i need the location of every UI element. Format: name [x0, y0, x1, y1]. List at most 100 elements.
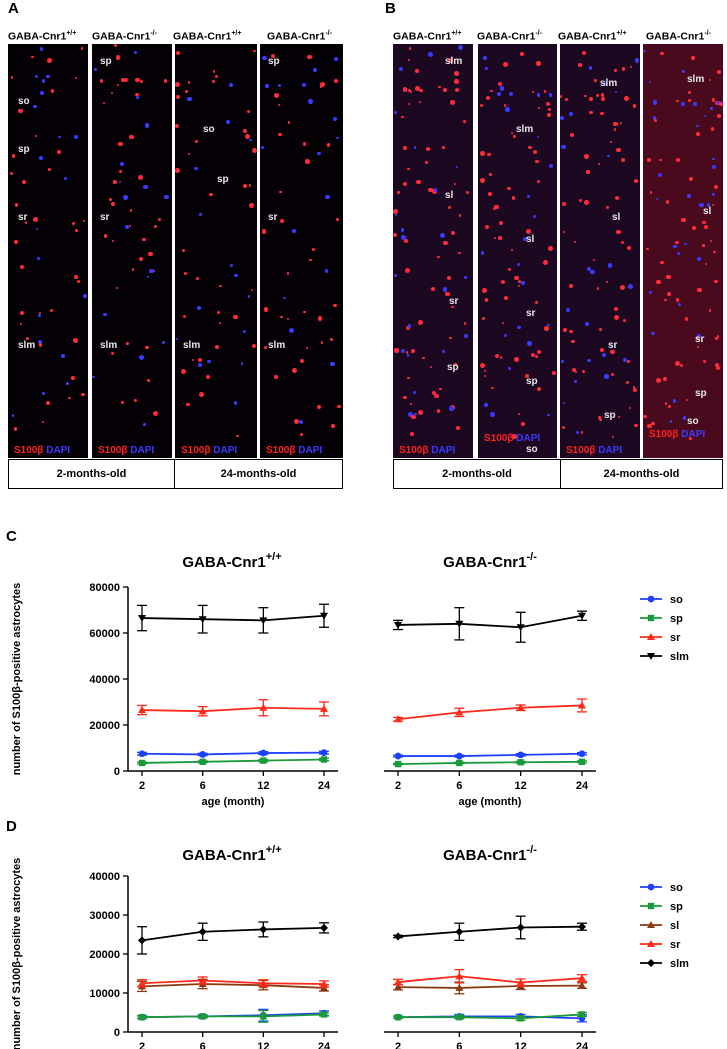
cell-dot	[450, 100, 455, 106]
cell-dot	[714, 279, 718, 284]
cell-dot	[682, 69, 686, 73]
cell-dot	[574, 371, 577, 374]
cell-dot	[503, 104, 507, 107]
cell-dot	[403, 146, 407, 150]
cell-dot	[49, 308, 54, 312]
series-line-slm	[141, 926, 325, 942]
cell-dot	[484, 224, 489, 229]
cell-dot	[40, 91, 44, 95]
y-tick-label: 30000	[89, 910, 120, 922]
cell-dot	[613, 306, 619, 311]
cell-dot	[37, 339, 42, 344]
cell-dot	[243, 129, 248, 134]
y-tick-label: 40000	[89, 674, 120, 686]
cell-dot	[622, 318, 627, 322]
cell-dot	[279, 190, 283, 194]
cell-dot	[41, 420, 45, 423]
cell-dot	[9, 171, 14, 176]
cell-dot	[485, 66, 489, 70]
cell-dot	[634, 58, 640, 63]
cell-dot	[449, 406, 454, 411]
cell-dot	[10, 76, 14, 79]
data-point	[455, 972, 464, 980]
cell-dot	[205, 375, 210, 380]
cell-dot	[143, 184, 148, 190]
cell-dot	[613, 315, 619, 321]
cell-dot	[588, 66, 592, 70]
cell-dot	[627, 283, 633, 289]
cell-dot	[684, 317, 689, 322]
layer-label: sp	[268, 56, 280, 67]
cell-dot	[526, 229, 532, 235]
cell-dot	[404, 268, 410, 274]
cell-dot	[685, 398, 689, 402]
cell-dot	[667, 405, 671, 409]
cell-dot	[299, 358, 305, 364]
cell-dot	[248, 184, 252, 188]
cell-dot	[445, 291, 450, 297]
cell-dot	[71, 376, 75, 380]
cell-dot	[409, 432, 414, 436]
cell-dot	[199, 213, 202, 216]
cell-dot	[491, 386, 494, 390]
cell-dot	[613, 121, 619, 127]
cell-dot	[304, 159, 310, 164]
cell-dot	[517, 326, 521, 330]
cell-dot	[81, 393, 85, 397]
data-point	[394, 1013, 402, 1021]
cell-dot	[209, 193, 213, 197]
cell-dot	[395, 213, 398, 216]
cell-dot	[632, 104, 637, 108]
x-axis-label: age (month)	[459, 796, 522, 808]
cell-dot	[229, 264, 233, 268]
cell-dot	[484, 298, 489, 302]
cell-dot	[530, 352, 536, 358]
cell-dot	[511, 196, 516, 200]
cell-dot	[302, 310, 306, 314]
cell-dot	[456, 165, 459, 168]
cell-dot	[18, 108, 23, 114]
cell-dot	[534, 300, 539, 305]
cell-dot	[35, 134, 38, 137]
cell-dot	[307, 54, 312, 60]
cell-dot	[497, 81, 502, 86]
micrograph-b-ko-24m: slm sl sr sp so S100β DAPI	[643, 44, 723, 458]
cell-dot	[181, 369, 187, 375]
cell-dot	[463, 322, 467, 325]
cell-dot	[497, 236, 502, 240]
data-point	[647, 653, 655, 660]
y-tick-label: 10000	[89, 988, 120, 1000]
cell-dot	[463, 334, 468, 338]
cell-dot	[244, 134, 250, 140]
data-point	[647, 902, 655, 910]
cell-dot	[595, 94, 599, 98]
cell-dot	[619, 122, 622, 125]
cell-dot	[34, 75, 38, 79]
cell-dot	[448, 206, 452, 210]
cell-dot	[439, 233, 445, 238]
cell-dot	[482, 317, 486, 321]
data-point	[578, 701, 586, 709]
cell-dot	[649, 191, 653, 194]
cell-dot	[175, 124, 180, 129]
cell-dot	[713, 250, 716, 254]
data-point	[138, 979, 146, 987]
cell-dot	[451, 305, 454, 308]
panel-letter-d: D	[6, 818, 17, 835]
cell-dot	[687, 90, 691, 94]
cell-dot	[610, 349, 615, 355]
y-axis-label: number of S100β-positive astrocytes	[11, 858, 23, 1049]
layer-label: slm	[18, 340, 36, 351]
cell-dot	[659, 260, 664, 265]
cell-dot	[697, 257, 701, 261]
stain-label: S100β DAPI	[566, 445, 623, 456]
legend-label: sr	[670, 939, 681, 951]
cell-dot	[393, 110, 398, 114]
data-point	[456, 1013, 463, 1021]
cell-dot	[681, 102, 685, 106]
data-point	[394, 983, 402, 991]
cell-dot	[536, 387, 541, 392]
cell-dot	[407, 58, 410, 61]
cell-dot	[233, 314, 238, 320]
cell-dot	[458, 251, 461, 255]
